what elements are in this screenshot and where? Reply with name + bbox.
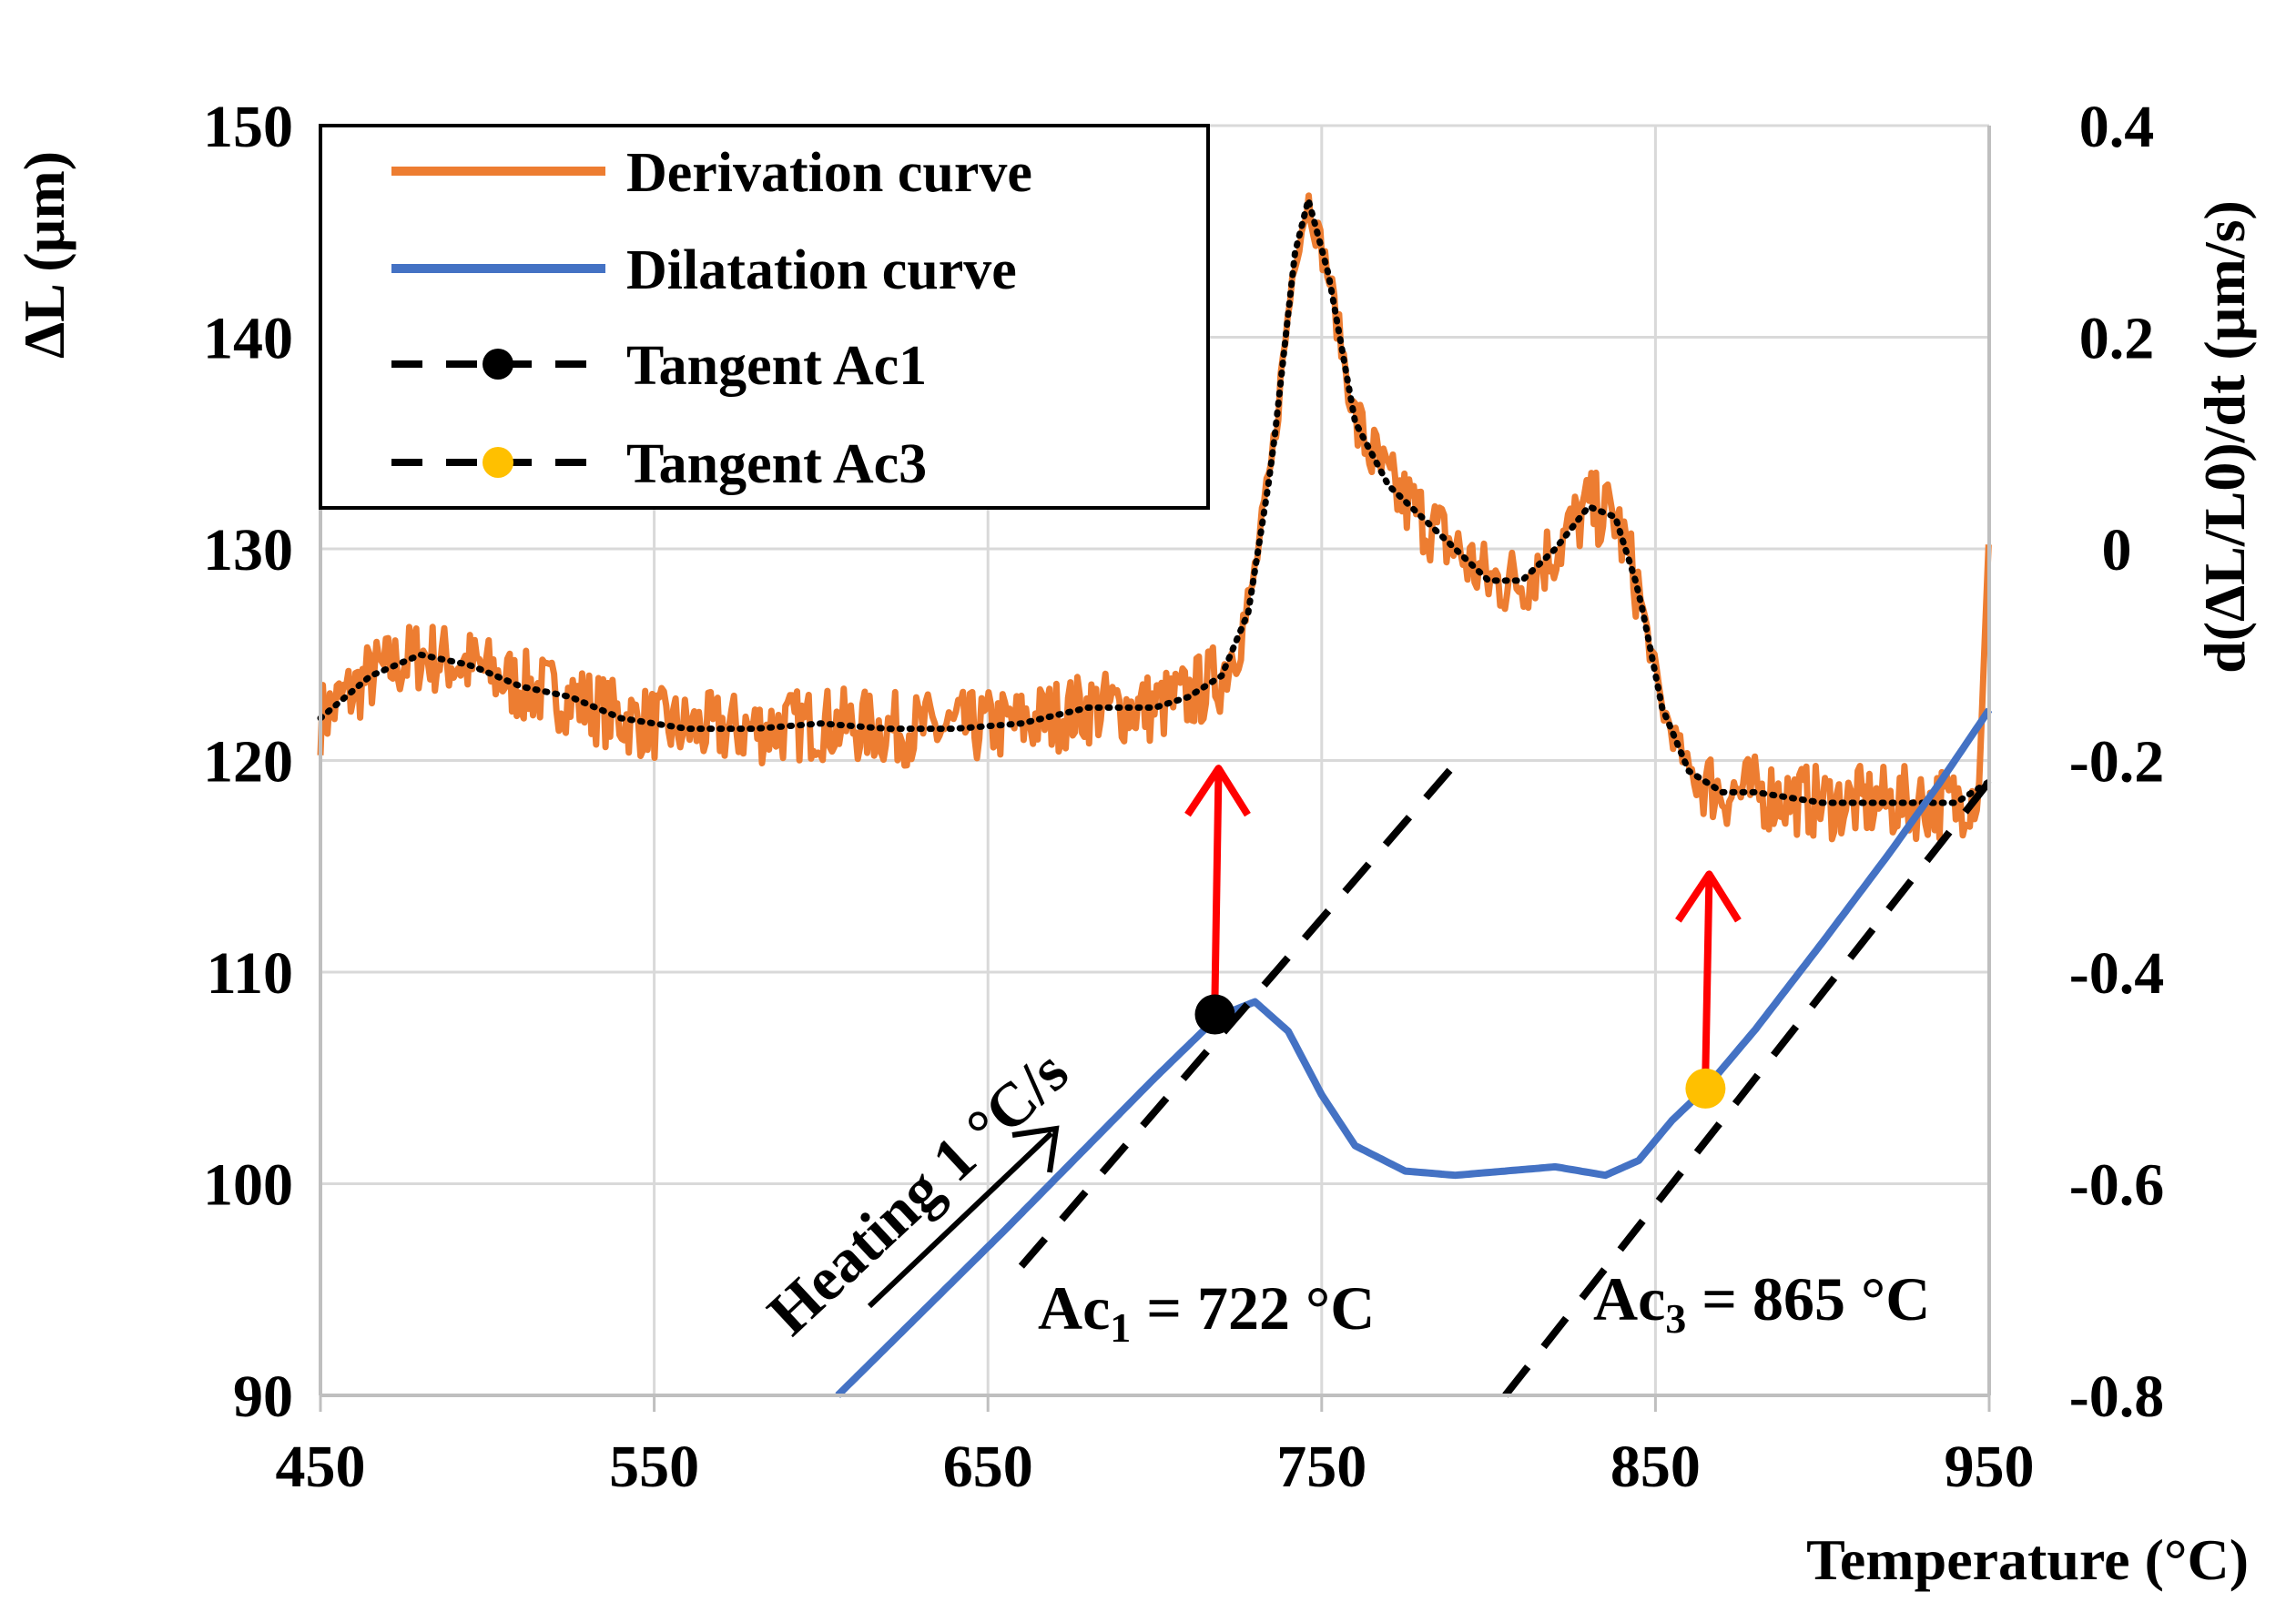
y-right-tick-label: -0.8: [2069, 1364, 2164, 1430]
ac1-point: [1194, 994, 1235, 1035]
y-right-tick-label: 0.4: [2079, 94, 2155, 160]
legend: Derivation curve Dilatation curve Tangen…: [319, 124, 1210, 510]
y-right-tick-label: -0.4: [2069, 940, 2164, 1007]
dilatation-curve: [835, 707, 1993, 1398]
y-left-tick-label: 130: [203, 517, 293, 583]
ac1-label: Ac1 = 722 °C: [1038, 1273, 1375, 1351]
y-right-tick-label: -0.6: [2069, 1152, 2164, 1219]
x-tick-label: 750: [1276, 1434, 1366, 1500]
x-tick-label: 850: [1610, 1434, 1701, 1500]
x-tick-label: 650: [943, 1434, 1033, 1500]
heating-arrow-head: [1011, 1125, 1060, 1173]
legend-tangent-ac1-label: Tangent Ac1: [626, 335, 927, 397]
ac3-arrow-head: [1675, 870, 1742, 923]
legend-tangent-ac1-marker: [483, 349, 513, 380]
tangent-ac1-line: [1018, 754, 1465, 1269]
ac1-arrow-shaft: [1211, 772, 1223, 999]
ac3-point: [1685, 1068, 1726, 1109]
ac3-label: Ac3 = 865 °C: [1593, 1264, 1930, 1342]
series: [317, 187, 1999, 1398]
x-axis-title: Temperature (°C): [1806, 1527, 2249, 1592]
x-tick-label: 450: [276, 1434, 366, 1500]
legend-dilatation-label: Dilatation curve: [626, 239, 1017, 301]
tangent-ac3-line: [1502, 770, 1999, 1398]
heating-arrow-shaft: [867, 1130, 1054, 1309]
legend-tangent-ac3-label: Tangent Ac3: [626, 433, 927, 495]
y-left-tick-label: 110: [207, 940, 293, 1007]
derivation-curve: [317, 192, 1992, 843]
y-left-tick-label: 100: [203, 1152, 293, 1219]
ac3-arrow-shaft: [1702, 877, 1713, 1072]
y-right-tick-label: -0.2: [2069, 729, 2164, 796]
y-right-tick-label: 0: [2102, 517, 2132, 583]
ac1-arrow-head: [1184, 765, 1251, 817]
y-right-tick-label: 0.2: [2079, 306, 2155, 372]
legend-derivation-label: Derivation curve: [626, 142, 1032, 204]
tick-labels: 450 550 650 750 850 950 90 100 110 120 130 140 150 -0…: [203, 94, 2164, 1500]
legend-tangent-ac3-marker: [483, 447, 513, 478]
y-left-tick-label: 150: [203, 94, 293, 160]
x-tick-label: 550: [609, 1434, 699, 1500]
legend-box: [319, 124, 1210, 510]
y-left-tick-label: 90: [233, 1364, 293, 1430]
y-right-axis-title: d(ΔL/L0)/dt (µm/s): [2192, 200, 2257, 674]
x-tick-label: 950: [1945, 1434, 2035, 1500]
y-left-tick-label: 140: [203, 306, 293, 372]
derivation-smoothed-curve: [317, 187, 1993, 806]
y-left-axis-title: ΔL (µm): [12, 151, 76, 359]
y-left-tick-label: 120: [203, 729, 293, 796]
